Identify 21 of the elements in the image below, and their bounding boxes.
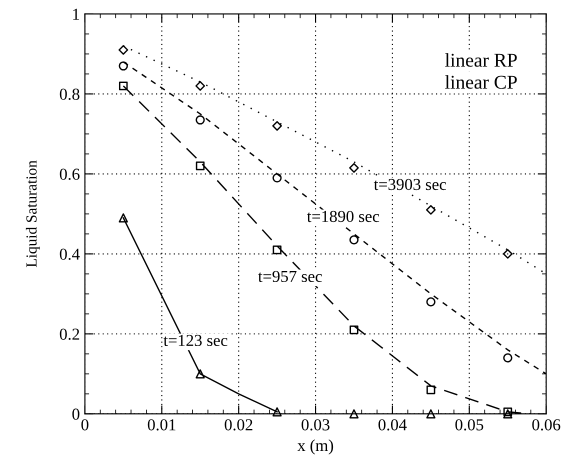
- y-tick-label: 0.6: [60, 168, 80, 180]
- x-tick-label: 0.02: [224, 419, 252, 431]
- y-axis-title: Liquid Saturation: [26, 160, 40, 268]
- y-tick-label: 0.8: [60, 88, 80, 100]
- annotation: t=123 sec: [164, 334, 228, 346]
- x-tick-label: 0.01: [148, 419, 176, 431]
- x-tick-label: 0.06: [532, 419, 560, 431]
- annotation: linear RP: [445, 53, 517, 67]
- annotation: linear CP: [445, 75, 517, 89]
- annotation: t=957 sec: [258, 270, 322, 282]
- x-tick-label: 0: [81, 419, 88, 430]
- x-tick-label: 0.05: [455, 419, 484, 431]
- y-tick-label: 0.2: [60, 328, 80, 340]
- annotation: t=3903 sec: [374, 178, 446, 190]
- x-tick-label: 0.04: [378, 419, 407, 431]
- y-tick-label: 0.4: [60, 248, 80, 260]
- y-tick-label: 1: [73, 8, 80, 20]
- annotation: t=1890 sec: [306, 210, 380, 222]
- x-tick-label: 0.03: [302, 419, 330, 431]
- y-tick-label: 0: [72, 408, 80, 420]
- x-axis-title: x (m): [297, 439, 334, 454]
